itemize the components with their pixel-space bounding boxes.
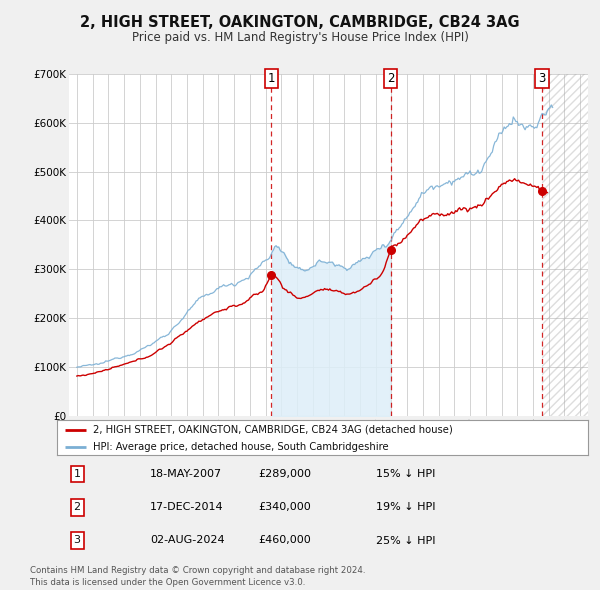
- Text: 3: 3: [74, 536, 80, 546]
- Text: Contains HM Land Registry data © Crown copyright and database right 2024.: Contains HM Land Registry data © Crown c…: [30, 566, 365, 575]
- Text: 3: 3: [538, 72, 546, 85]
- Text: 2: 2: [74, 503, 81, 512]
- Text: 19% ↓ HPI: 19% ↓ HPI: [376, 503, 435, 512]
- Text: 02-AUG-2024: 02-AUG-2024: [150, 536, 224, 546]
- Text: 2, HIGH STREET, OAKINGTON, CAMBRIDGE, CB24 3AG: 2, HIGH STREET, OAKINGTON, CAMBRIDGE, CB…: [80, 15, 520, 30]
- Text: £289,000: £289,000: [259, 469, 312, 479]
- Text: 18-MAY-2007: 18-MAY-2007: [150, 469, 222, 479]
- Text: 2, HIGH STREET, OAKINGTON, CAMBRIDGE, CB24 3AG (detached house): 2, HIGH STREET, OAKINGTON, CAMBRIDGE, CB…: [93, 425, 453, 435]
- Text: 15% ↓ HPI: 15% ↓ HPI: [376, 469, 435, 479]
- Text: Price paid vs. HM Land Registry's House Price Index (HPI): Price paid vs. HM Land Registry's House …: [131, 31, 469, 44]
- Text: £460,000: £460,000: [259, 536, 311, 546]
- Text: 2: 2: [387, 72, 395, 85]
- Text: 1: 1: [268, 72, 275, 85]
- Text: £340,000: £340,000: [259, 503, 311, 512]
- Text: 1: 1: [74, 469, 80, 479]
- Bar: [542, 74, 588, 416]
- Text: 25% ↓ HPI: 25% ↓ HPI: [376, 536, 435, 546]
- Text: 17-DEC-2014: 17-DEC-2014: [150, 503, 224, 512]
- Text: HPI: Average price, detached house, South Cambridgeshire: HPI: Average price, detached house, Sout…: [93, 442, 389, 451]
- Text: This data is licensed under the Open Government Licence v3.0.: This data is licensed under the Open Gov…: [30, 578, 305, 587]
